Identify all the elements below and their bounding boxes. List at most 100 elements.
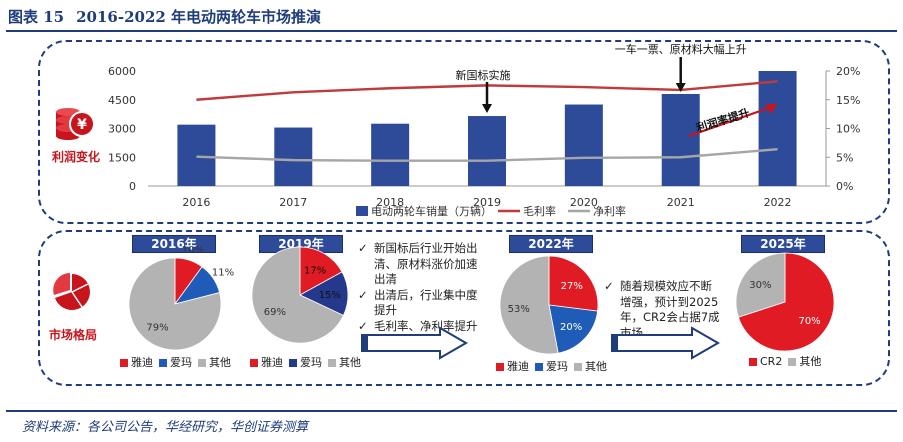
- pie-legend-2019: 雅迪 爱玛 其他: [250, 354, 361, 370]
- pie-legend-2022: 雅迪 爱玛 其他: [496, 358, 607, 374]
- right-tick-label: 5%: [836, 151, 853, 164]
- net-margin-line: [196, 148, 778, 162]
- bullet-item: ✓ 出清后，行业集中度提升: [358, 287, 478, 318]
- check-icon: ✓: [604, 279, 614, 293]
- legend-item-yadi: 雅迪: [250, 354, 283, 370]
- legend-item-other: 其他: [328, 354, 361, 370]
- legend-item-other: 其他: [198, 354, 231, 370]
- annotation-arrowhead-2019: [482, 104, 492, 113]
- market-label: 市场格局: [48, 328, 97, 342]
- bar-2018: [371, 123, 410, 186]
- figure-number: 图表 15: [8, 8, 65, 26]
- check-icon: ✓: [358, 241, 368, 255]
- bar-2017: [274, 127, 313, 186]
- annotation-new-standard: 新国标实施: [456, 68, 511, 82]
- right-arrow-icon: [361, 326, 469, 360]
- legend-label-gross: 毛利率: [523, 204, 556, 218]
- bar-2020: [564, 104, 603, 186]
- profit-rise-arrow: [688, 105, 772, 138]
- x-tick-label: 2020: [570, 196, 598, 209]
- year-box-2022: 2022年: [509, 235, 593, 253]
- pie-slice-label: 69%: [264, 307, 286, 318]
- x-tick-label: 2019: [473, 196, 501, 209]
- pie-slice-label: 17%: [304, 265, 326, 276]
- pie-2019年: 17% 15% 69%: [251, 246, 349, 344]
- legend-label-net: 净利率: [593, 204, 626, 218]
- year-box-2016: 2016年: [132, 235, 216, 253]
- pie-slice-label: 27%: [561, 281, 583, 292]
- profit-panel: [38, 40, 890, 224]
- x-tick-label: 2018: [376, 196, 404, 209]
- bullets-industry-clearing: ✓ 新国标后行业开始出清、原材料涨价加速出清 ✓ 出清后，行业集中度提升 ✓ 毛利率、…: [358, 241, 488, 334]
- source-note: 资料来源：各公司公告，华经研究，华创证券测算: [22, 420, 309, 435]
- pie-slice-label: 79%: [146, 323, 168, 334]
- x-tick-label: 2016: [182, 196, 210, 209]
- pie-slice-其他: [251, 246, 344, 344]
- right-tick-label: 10%: [836, 123, 860, 136]
- pie-2025年: 70% 30%: [735, 252, 835, 352]
- pie-slice-label: 10%: [182, 245, 204, 256]
- pie-slice-其他: [128, 257, 222, 351]
- legend-item-aima: 爱玛: [535, 358, 568, 374]
- title-divider: [6, 30, 897, 32]
- annotation-arrowhead-2021: [675, 83, 686, 92]
- bar-2016: [177, 124, 216, 186]
- bullet-item: ✓ 随着规模效应不断增强，预计到2025年，CR2会占据7成市场: [604, 279, 720, 340]
- check-icon: ✓: [358, 287, 368, 302]
- pie-slice-爱玛: [548, 304, 599, 354]
- bar-2021: [661, 94, 700, 186]
- pie-slice-label: 30%: [749, 280, 771, 291]
- right-tick-label: 15%: [836, 94, 860, 107]
- pie-slice-雅迪: [299, 246, 343, 296]
- check-icon: ✓: [358, 318, 368, 333]
- legend-item-aima: 爱玛: [159, 354, 192, 370]
- pie-slice-label: 70%: [798, 316, 820, 327]
- footer-divider: [6, 410, 897, 412]
- sales-margin-chart: 0 1500 3000 4500 6000 0% 5% 10% 15% 20% 2016 2017 20…: [108, 42, 860, 218]
- bullet-item: ✓ 毛利率、净利率提升: [358, 318, 478, 333]
- bullets-scale-effect: ✓ 随着规模效应不断增强，预计到2025年，CR2会占据7成市场: [604, 279, 722, 341]
- right-tick-label: 20%: [836, 65, 860, 78]
- pie-chart-icon: [53, 273, 90, 310]
- pie-slice-label: 15%: [319, 290, 341, 301]
- left-tick-label: 0: [129, 180, 136, 193]
- pie-legend-2025: CR2 其他: [749, 353, 821, 369]
- legend-item-other: 其他: [788, 353, 821, 369]
- pie-legend-2016: 雅迪 爱玛 其他: [120, 354, 231, 370]
- pie-2016年: 10% 11% 79%: [128, 245, 234, 351]
- x-tick-label: 2021: [667, 196, 695, 209]
- legend-item-yadi: 雅迪: [496, 358, 529, 374]
- yen-coins-icon: ¥: [56, 108, 95, 140]
- legend-item-cr2: CR2: [749, 355, 782, 368]
- legend-label-sales: 电动两轮车销量（万辆）: [371, 204, 492, 218]
- bar-2019: [468, 116, 506, 186]
- bullet-item: ✓ 新国标后行业开始出清、原材料涨价加速出清: [358, 241, 478, 286]
- x-tick-label: 2022: [764, 196, 792, 209]
- legend-item-yadi: 雅迪: [120, 354, 153, 370]
- x-tick-label: 2017: [279, 196, 307, 209]
- market-panel: [38, 230, 890, 386]
- left-tick-label: 4500: [108, 94, 136, 107]
- pie-2022年: 27% 20% 53%: [499, 255, 599, 355]
- profit-label: 利润变化: [51, 150, 100, 164]
- figure-title-text: 2016-2022 年电动两轮车市场推演: [76, 8, 322, 26]
- legend-item-aima: 爱玛: [289, 354, 322, 370]
- left-tick-label: 1500: [108, 151, 136, 164]
- right-arrow-icon: [611, 326, 721, 360]
- left-tick-label: 6000: [108, 65, 136, 78]
- svg-text:¥: ¥: [77, 117, 87, 133]
- year-box-2019: 2019年: [259, 235, 343, 253]
- left-tick-label: 3000: [108, 123, 136, 136]
- year-box-2025: 2025年: [741, 235, 825, 253]
- legend-item-other: 其他: [574, 358, 607, 374]
- legend-swatch-sales: [356, 206, 368, 216]
- profit-rise-arrowhead: [765, 104, 778, 114]
- pie-slice-雅迪: [548, 255, 599, 312]
- pie-slice-CR2: [737, 252, 835, 352]
- figure-title: 图表 15 2016-2022 年电动两轮车市场推演: [8, 6, 321, 27]
- right-tick-label: 0%: [836, 180, 853, 193]
- bar-2022: [758, 71, 797, 186]
- pie-slice-其他: [499, 255, 559, 355]
- pie-slice-label: 20%: [560, 322, 582, 333]
